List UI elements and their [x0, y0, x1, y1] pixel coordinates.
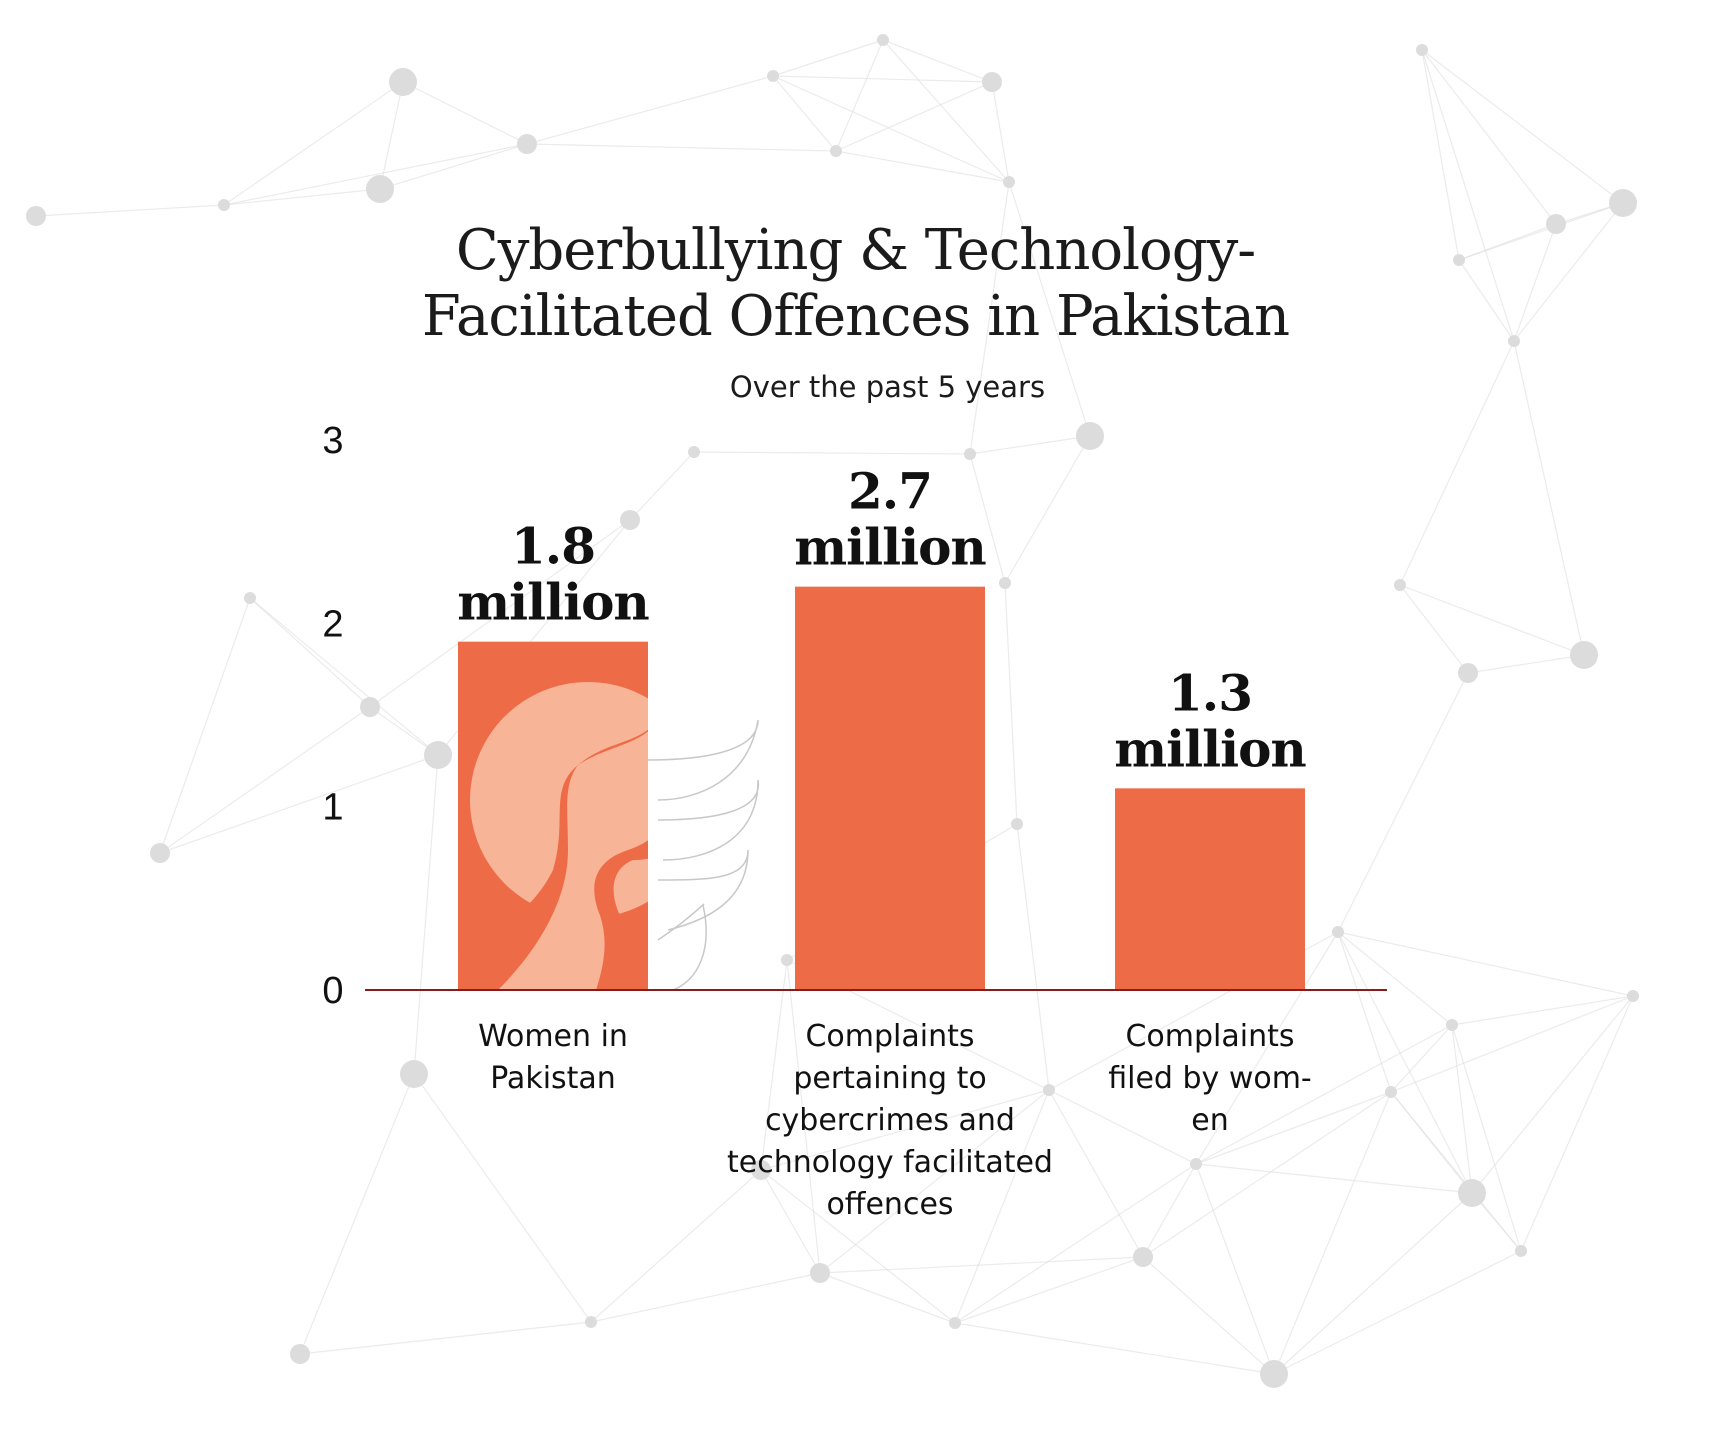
network-node — [1609, 189, 1637, 217]
network-node — [290, 1344, 310, 1364]
network-node — [1076, 422, 1104, 450]
network-node — [751, 1160, 771, 1180]
x-category-label: cybercrimes and — [765, 1103, 1015, 1138]
network-node — [366, 175, 394, 203]
woman-silhouette-icon — [458, 682, 759, 991]
network-node — [400, 1060, 428, 1088]
y-tick-label: 1 — [322, 787, 343, 829]
network-node — [1385, 1086, 1397, 1098]
bar — [1115, 788, 1305, 990]
chart-title-line-2: Facilitated Offences in Pakistan — [421, 284, 1290, 349]
x-category-label: Women in — [478, 1019, 628, 1054]
network-node — [1508, 335, 1520, 347]
chart-title: Cyberbullying & Technology- Facilitated … — [0, 218, 1711, 350]
network-node — [1260, 1360, 1288, 1388]
network-node — [781, 954, 793, 966]
x-category-label: pertaining to — [793, 1061, 986, 1096]
x-category-label: offences — [826, 1187, 953, 1222]
x-category-label: Complaints — [1125, 1019, 1294, 1054]
network-node — [424, 741, 452, 769]
network-node — [150, 843, 170, 863]
data-label: million — [457, 573, 649, 632]
network-node — [767, 70, 779, 82]
network-node — [1394, 579, 1406, 591]
network-node — [1446, 1019, 1458, 1031]
network-node — [1416, 44, 1428, 56]
network-node — [1515, 1245, 1527, 1257]
data-label: 2.7 — [848, 462, 932, 521]
chart-title-line-1: Cyberbullying & Technology- — [455, 218, 1256, 283]
network-node — [877, 34, 889, 46]
network-node — [949, 1317, 961, 1329]
x-category-label: en — [1191, 1103, 1228, 1138]
network-node — [1003, 176, 1015, 188]
network-node — [360, 697, 380, 717]
network-node — [244, 592, 256, 604]
network-node — [964, 448, 976, 460]
network-node — [26, 206, 46, 226]
x-category-label: Complaints — [805, 1019, 974, 1054]
network-node — [1546, 214, 1566, 234]
network-nodes — [26, 34, 1639, 1388]
network-node — [688, 446, 700, 458]
y-tick-label: 2 — [322, 603, 343, 645]
data-label: 1.8 — [511, 517, 595, 576]
network-node — [1043, 1084, 1055, 1096]
network-node — [1458, 1179, 1486, 1207]
network-node — [1332, 926, 1344, 938]
x-category-label: technology facilitated — [727, 1145, 1053, 1180]
network-node — [830, 145, 842, 157]
bar — [795, 586, 985, 990]
x-category-label: filed by wom- — [1108, 1061, 1312, 1096]
network-node — [1190, 1158, 1202, 1170]
network-node — [1570, 641, 1598, 669]
network-node — [1627, 990, 1639, 1002]
network-node — [389, 68, 417, 96]
network-node — [810, 1263, 830, 1283]
network-node — [982, 72, 1002, 92]
x-category-label: Pakistan — [490, 1061, 616, 1096]
y-tick-label: 3 — [322, 420, 343, 462]
network-node — [1453, 254, 1465, 266]
data-label: million — [1114, 719, 1306, 778]
network-node — [1458, 663, 1478, 683]
data-label: 1.3 — [1168, 663, 1252, 722]
network-node — [1133, 1247, 1153, 1267]
network-node — [517, 134, 537, 154]
data-label: million — [794, 518, 986, 577]
network-node — [1011, 818, 1023, 830]
y-tick-label: 0 — [322, 970, 343, 1012]
network-node — [585, 1316, 597, 1328]
network-node — [999, 577, 1011, 589]
chart-subtitle: Over the past 5 years — [729, 370, 1046, 404]
network-node — [218, 199, 230, 211]
network-node — [620, 510, 640, 530]
